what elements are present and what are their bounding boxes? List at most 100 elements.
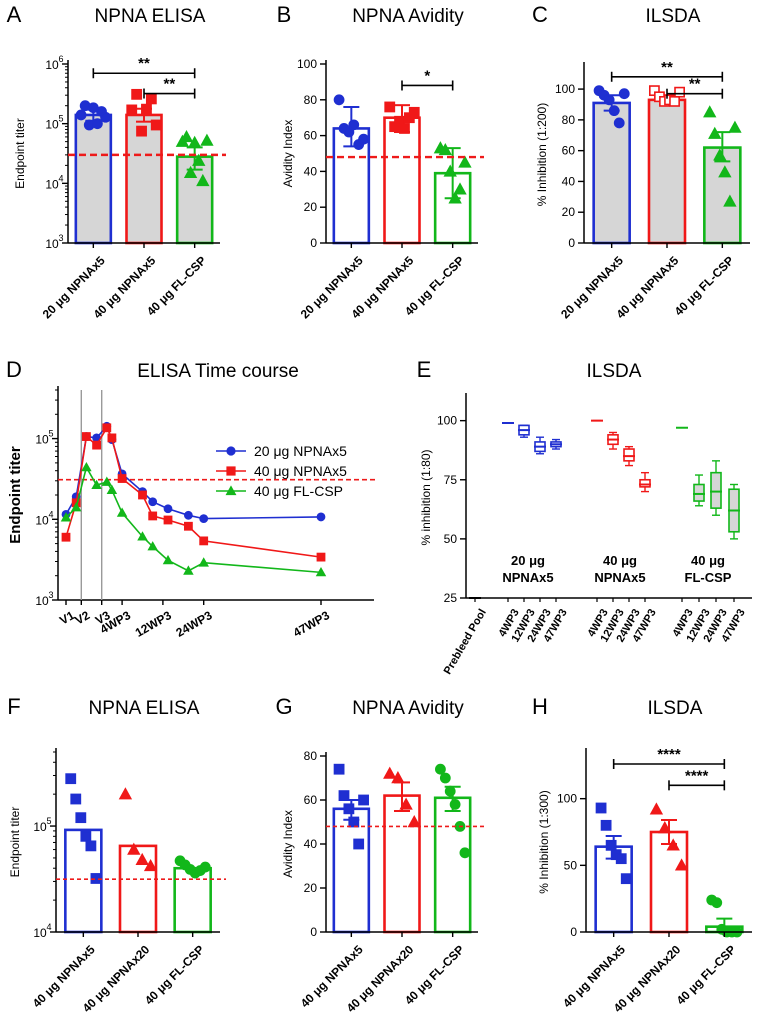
y-tick-label: 100 [557,792,577,806]
series-point [316,512,326,522]
series-point [183,510,193,520]
series-point [91,479,102,490]
data-point [145,93,157,105]
x-tick-label: Prebleed Pool [442,607,489,677]
series-point [70,502,82,512]
panel-e: E ILSDA % inhibition (1:80) 25 50 75 100 Preble… [417,357,752,677]
data-point [338,790,350,801]
bar [332,807,371,934]
data-point [408,106,420,118]
data-point [703,105,717,118]
y-tick-label: 0 [310,925,317,939]
y-tick-label: 20 [304,881,318,895]
y-tick-label: 60 [304,793,318,807]
y-tick-label: 80 [304,749,318,763]
panel-letter: D [6,357,22,382]
y-tick-label: 100 [297,57,317,71]
box [710,471,722,509]
y-tick-exponent: 3 [48,590,53,600]
series-point [106,484,118,495]
data-point [438,142,453,156]
y-axis-label: % inhibition (1:80) [419,449,433,545]
y-tick-label: 75 [444,473,458,487]
x-tick-label: V3 [93,608,113,628]
data-point [75,109,87,121]
panel-title: NPNA Avidity [352,698,464,719]
data-point [453,182,467,195]
data-point [618,88,630,100]
y-tick-label: 0 [570,925,577,939]
series-point [82,432,91,441]
bar [703,146,742,245]
data-point [391,771,405,784]
data-point [603,94,615,106]
series-point [162,554,174,565]
data-point [141,103,152,115]
y-axis-label: Endpoint titer [7,446,24,544]
data-point [666,838,680,851]
panel-letter: B [277,2,292,27]
box [693,483,705,502]
series-point [163,504,173,514]
series-point [148,497,158,507]
data-point [100,111,111,123]
x-tick-label: 24WP3 [174,608,215,640]
series-point [102,423,112,433]
panel-c: C ILSDA% Inhibition (1:200)02040608010020… [532,2,750,321]
series-point [101,476,113,486]
series-point [183,565,194,575]
y-axis-label: Endpoint titer [13,118,27,189]
significance-label: **** [685,767,709,784]
y-tick-exponent: 5 [58,114,63,124]
y-tick-label: 40 [304,164,318,178]
data-point [595,802,607,814]
group-label: 40 μg [603,553,637,568]
y-axis-label: Avidity Index [281,810,295,878]
series-point [316,552,326,562]
y-tick-label: 60 [304,129,318,143]
y-tick-label: 40 [304,837,318,851]
data-point [674,86,685,98]
data-point [449,799,461,810]
y-tick-exponent: 4 [58,173,63,183]
data-point [192,153,206,166]
bar [647,98,687,245]
data-point [65,773,77,785]
data-point [384,101,396,113]
box [639,478,651,488]
y-tick-label: 10 [35,513,49,527]
data-point [358,133,369,145]
panel-title: ILSDA [646,6,701,27]
data-point [196,173,210,187]
data-point [135,852,149,866]
y-tick-label: 10 [45,177,59,191]
y-tick-exponent: 3 [58,233,63,243]
box [623,448,635,462]
y-tick-label: 50 [444,532,458,546]
y-tick-label: 80 [562,113,576,127]
series-point [184,521,193,531]
data-point [711,897,723,909]
data-point [199,861,211,873]
panel-title: NPNA ELISA [89,698,200,719]
data-point [435,763,446,775]
data-point [658,821,672,834]
series-point [163,515,173,525]
series-point [199,536,209,546]
legend-label: 40 μg NPNAx5 [254,463,347,479]
group-label: FL-CSP [685,570,732,585]
series-point [107,433,117,443]
y-tick-label: 20 [304,200,318,214]
y-tick-label: 10 [45,237,59,251]
data-point [649,802,664,815]
data-point [448,191,462,204]
data-point [399,123,410,134]
data-point [718,165,732,178]
data-point [383,766,397,779]
significance-label: **** [657,746,681,763]
